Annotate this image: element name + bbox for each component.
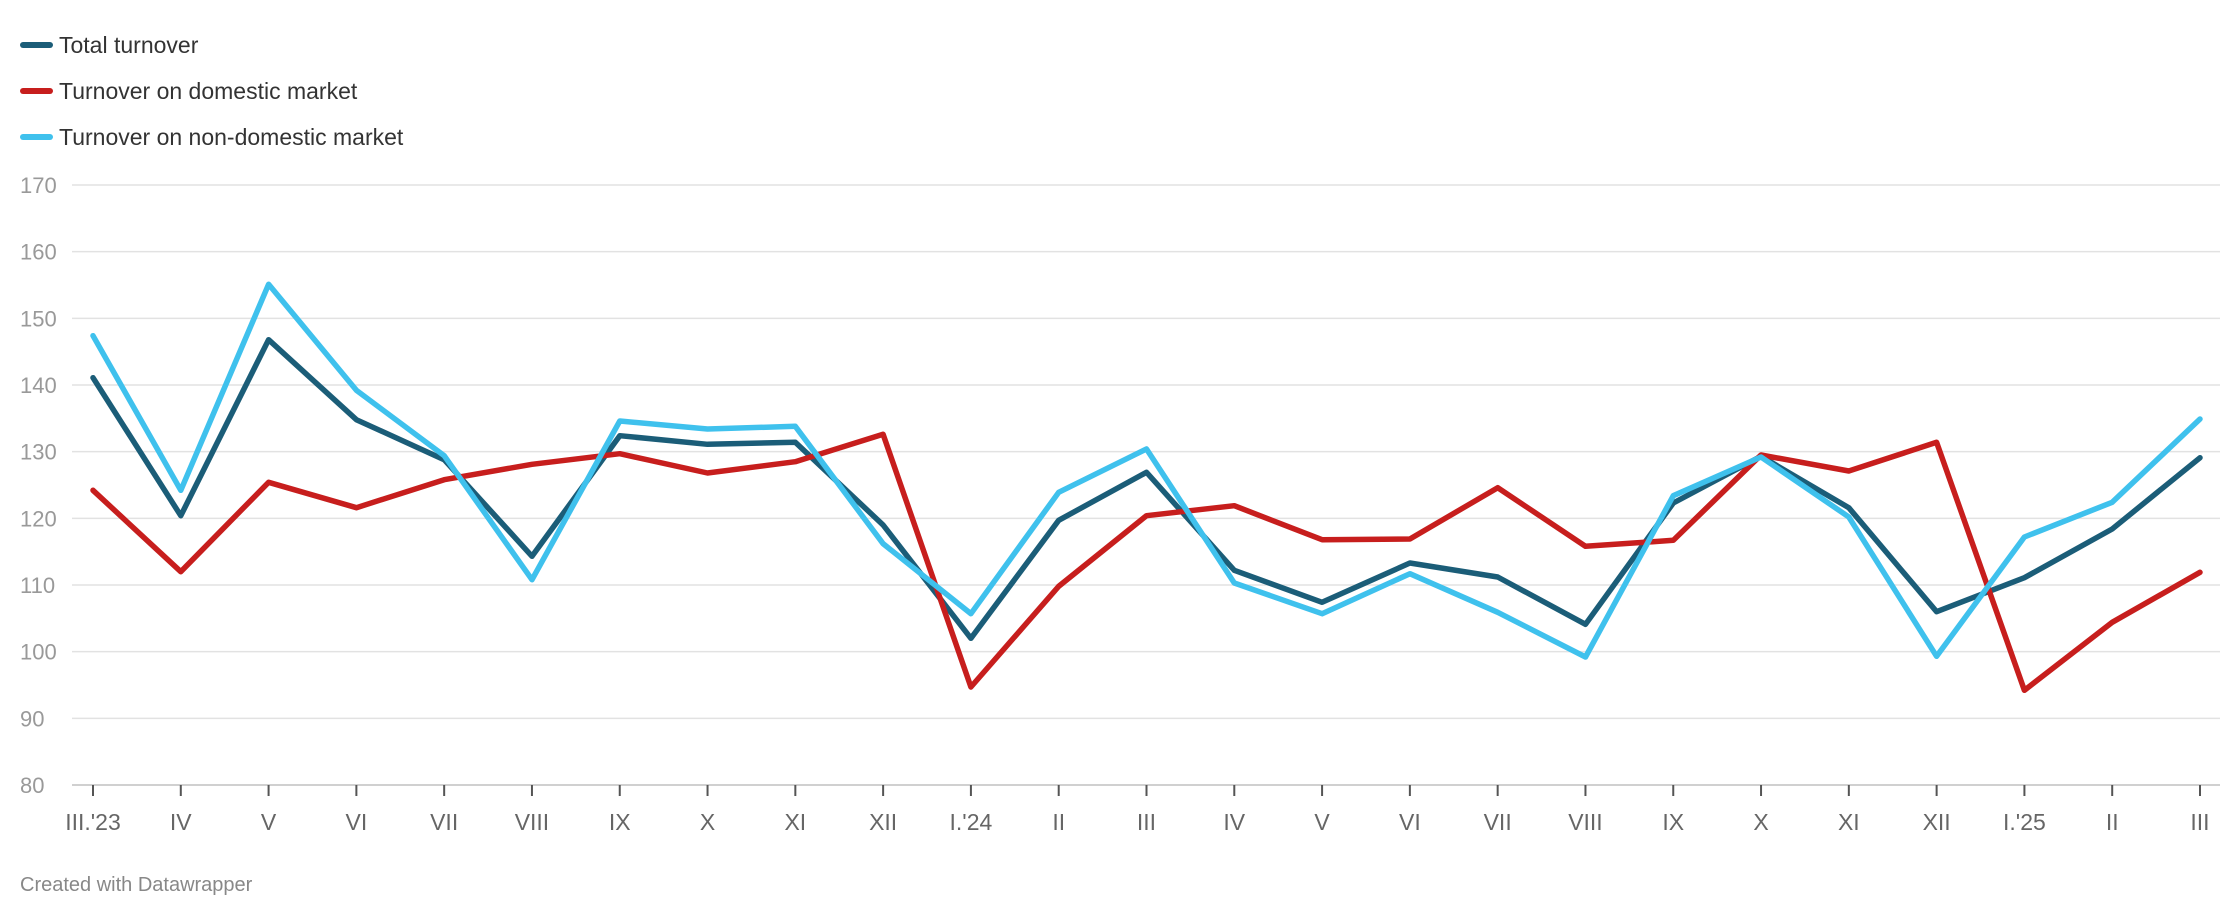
legend-label-total: Total turnover [59, 31, 199, 58]
y-tick-label: 120 [20, 506, 57, 531]
footer-credit: Created with Datawrapper [20, 874, 253, 896]
x-tick-label: VI [1399, 809, 1421, 835]
y-tick-label: 100 [20, 640, 57, 665]
legend-item-domestic: Turnover on domestic market [20, 68, 403, 114]
series-line-turnover-on-domestic-market [90, 431, 2203, 694]
x-tick-label: I.'25 [2003, 809, 2046, 835]
legend-label-non-domestic: Turnover on non-domestic market [59, 123, 404, 150]
x-tick-label: II [2106, 809, 2119, 835]
y-tick-label: 150 [20, 306, 57, 331]
x-tick-label: VIII [515, 809, 550, 835]
legend-swatch-total [20, 42, 53, 48]
legend-swatch-domestic [20, 88, 53, 94]
x-tick-label: VIII [1568, 809, 1603, 835]
x-tick-label: XII [869, 809, 897, 835]
x-tick-label: X [1753, 809, 1768, 835]
y-tick-label: 80 [20, 773, 44, 798]
x-tick-label: VII [1484, 809, 1512, 835]
legend-label-domestic: Turnover on domestic market [59, 77, 358, 104]
series-layer [90, 281, 2203, 694]
x-axis: III.'23 IV V VI VII VIII IX X XI XII I.'24 II III IV V… [65, 785, 2210, 835]
legend-item-non-domestic: Turnover on non-domestic market [20, 114, 403, 160]
x-tick-label: II [1052, 809, 1065, 835]
y-tick-label: 160 [20, 240, 57, 265]
x-tick-label: IV [1223, 809, 1245, 835]
x-tick-label: VI [346, 809, 368, 835]
x-tick-label: III [1137, 809, 1156, 835]
series-line-turnover-on-non-domestic-market [90, 281, 2203, 660]
y-tick-label: 170 [20, 173, 57, 198]
y-tick-label: 130 [20, 440, 57, 465]
legend-item-total-turnover: Total turnover [20, 22, 403, 68]
y-tick-label: 110 [20, 573, 55, 598]
x-tick-label: X [700, 809, 715, 835]
x-tick-label: VII [430, 809, 458, 835]
x-tick-label: III [2190, 809, 2209, 835]
y-tick-label: 90 [20, 706, 44, 731]
x-tick-label: XI [784, 809, 806, 835]
x-tick-label: IV [170, 809, 192, 835]
legend-swatch-non-domestic [20, 134, 53, 140]
x-tick-label: III.'23 [65, 809, 121, 835]
x-tick-label: IX [609, 809, 631, 835]
x-tick-label: XII [1923, 809, 1951, 835]
x-tick-label: I.'24 [950, 809, 993, 835]
x-tick-label: V [1314, 809, 1330, 835]
x-tick-label: IX [1662, 809, 1684, 835]
legend: Total turnover Turnover on domestic mark… [20, 22, 403, 160]
x-tick-label: XI [1838, 809, 1860, 835]
x-tick-label: V [261, 809, 277, 835]
y-tick-label: 140 [20, 373, 57, 398]
